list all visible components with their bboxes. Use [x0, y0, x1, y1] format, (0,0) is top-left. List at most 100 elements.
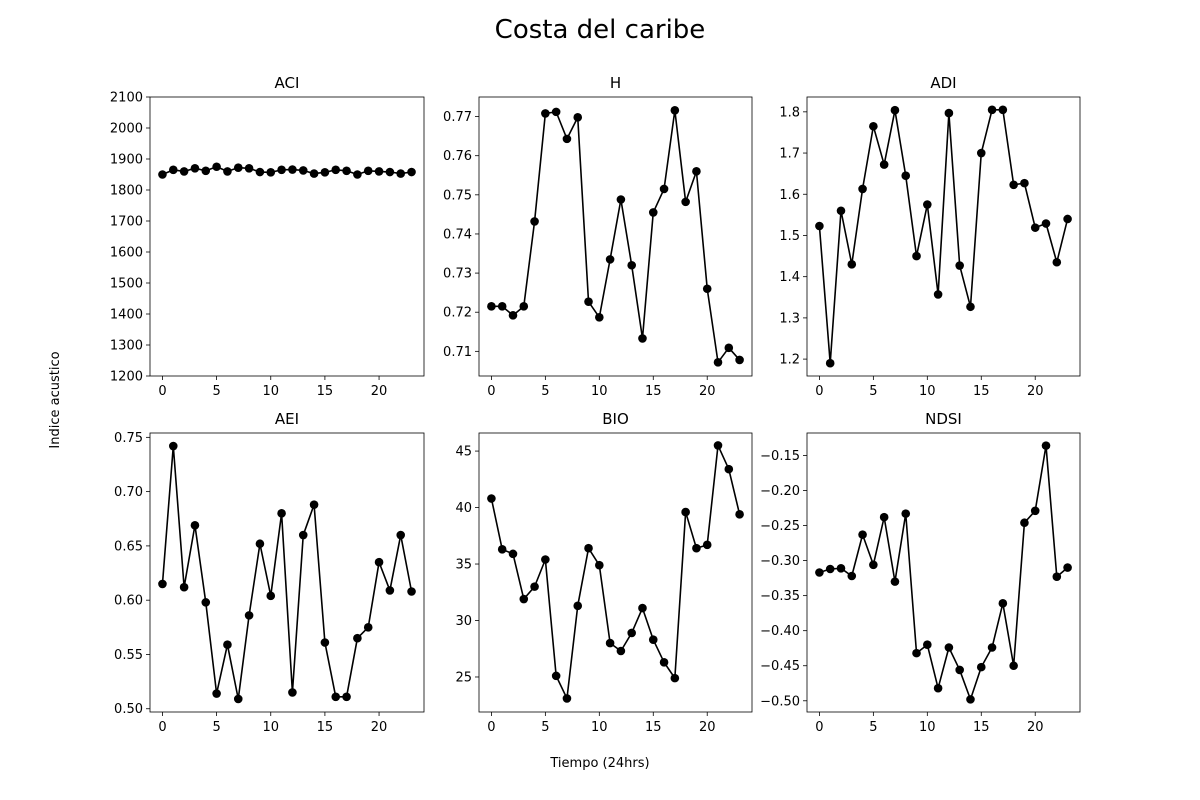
series-line-aei — [161, 445, 413, 700]
data-point — [825, 358, 835, 368]
data-point — [901, 171, 911, 181]
data-point — [735, 355, 744, 365]
subplot-title-h: H — [610, 74, 621, 92]
data-point — [976, 148, 986, 158]
data-point — [201, 166, 211, 176]
data-point — [724, 343, 734, 353]
y-tick-label: 1.6 — [779, 188, 800, 203]
y-tick-label: 2000 — [110, 122, 143, 137]
data-point — [692, 543, 701, 553]
data-point — [190, 520, 200, 530]
x-tick-label: 15 — [973, 720, 990, 735]
data-point — [944, 108, 954, 118]
data-point — [966, 302, 975, 312]
y-tick-label: 40 — [455, 501, 472, 516]
data-point — [1041, 441, 1051, 450]
data-point — [288, 165, 297, 174]
data-point — [190, 164, 200, 173]
y-tick-label: −0.40 — [760, 624, 800, 639]
series-line-aci — [162, 165, 412, 176]
data-point — [353, 633, 362, 643]
data-point — [933, 290, 943, 299]
data-point — [923, 640, 932, 650]
data-point — [1020, 178, 1029, 188]
data-point — [627, 260, 636, 270]
y-tick-label: 1.5 — [779, 229, 800, 244]
data-point — [255, 167, 265, 177]
data-point — [1020, 518, 1029, 528]
data-point — [530, 582, 539, 591]
data-point — [255, 539, 265, 549]
data-point — [923, 200, 932, 209]
subplot-title-aei: AEI — [275, 410, 299, 428]
data-point — [244, 611, 254, 620]
data-point — [584, 543, 593, 553]
subplot-title-bio: BIO — [602, 410, 629, 428]
y-tick-label: 0.65 — [114, 539, 143, 554]
x-tick-label: 10 — [591, 384, 608, 399]
data-point — [562, 134, 572, 144]
data-point — [890, 105, 900, 115]
y-tick-label: −0.35 — [760, 589, 800, 604]
data-point — [244, 164, 254, 173]
data-point — [487, 302, 496, 311]
x-tick-label: 10 — [919, 720, 936, 735]
data-point — [363, 623, 373, 632]
x-tick-label: 0 — [158, 384, 166, 399]
series-line-adi — [818, 108, 1069, 365]
data-point — [288, 688, 297, 697]
x-tick-label: 0 — [487, 384, 495, 399]
y-tick-label: 1.7 — [779, 147, 800, 162]
subplot-title-ndsi: NDSI — [925, 410, 962, 428]
subplot-h: H 0 5 10 15 20 0.71 0.72 0.73 0.74 0.75 0.76 0.77 — [443, 74, 753, 399]
data-point — [987, 643, 997, 652]
x-tick-label: 5 — [541, 384, 549, 399]
data-point — [670, 106, 680, 115]
x-tick-label: 15 — [973, 384, 990, 399]
y-tick-label: 0.77 — [443, 110, 472, 125]
data-point — [627, 628, 636, 638]
x-tick-label: 20 — [699, 720, 716, 735]
data-point — [692, 167, 701, 176]
data-point — [616, 646, 626, 656]
y-tick-label: 25 — [455, 670, 472, 685]
y-tick-label: 0.50 — [114, 702, 143, 717]
y-tick-label: 0.60 — [114, 594, 143, 609]
data-point — [605, 638, 615, 648]
y-tick-label: 1200 — [110, 370, 143, 385]
data-point — [869, 560, 878, 570]
x-tick-label: 10 — [919, 384, 936, 399]
data-point — [815, 221, 824, 231]
data-point — [331, 692, 341, 702]
data-point — [266, 168, 276, 177]
axes-frame — [806, 96, 1081, 377]
x-tick-label: 15 — [645, 720, 662, 735]
data-point — [298, 530, 308, 540]
subplot-title-adi: ADI — [930, 74, 956, 92]
data-point — [320, 168, 330, 177]
y-tick-label: 1600 — [110, 246, 143, 261]
y-tick-label: 0.74 — [443, 227, 472, 242]
y-tick-label: 0.71 — [443, 345, 472, 360]
y-tick-label: 35 — [455, 558, 472, 573]
data-point — [1041, 219, 1051, 228]
data-point — [912, 251, 921, 261]
x-tick-label: 5 — [869, 720, 877, 735]
x-tick-label: 20 — [371, 384, 388, 399]
data-point — [735, 510, 744, 519]
y-axis-label: Indice acustico — [48, 351, 63, 448]
data-point — [595, 313, 604, 322]
data-point — [847, 260, 857, 269]
y-tick-label: 2100 — [110, 91, 143, 106]
data-point — [847, 571, 857, 581]
data-point — [638, 603, 647, 613]
series-line-ndsi — [819, 444, 1069, 701]
data-point — [331, 165, 341, 175]
subplot-aei: AEI 0 5 10 15 20 0.50 0.55 0.60 0.65 0.70 0.75 — [114, 410, 425, 735]
data-point — [223, 167, 232, 176]
axes-frame — [478, 96, 753, 377]
data-point — [320, 638, 330, 647]
y-tick-label: −0.15 — [760, 449, 800, 464]
y-tick-label: −0.20 — [760, 484, 800, 499]
